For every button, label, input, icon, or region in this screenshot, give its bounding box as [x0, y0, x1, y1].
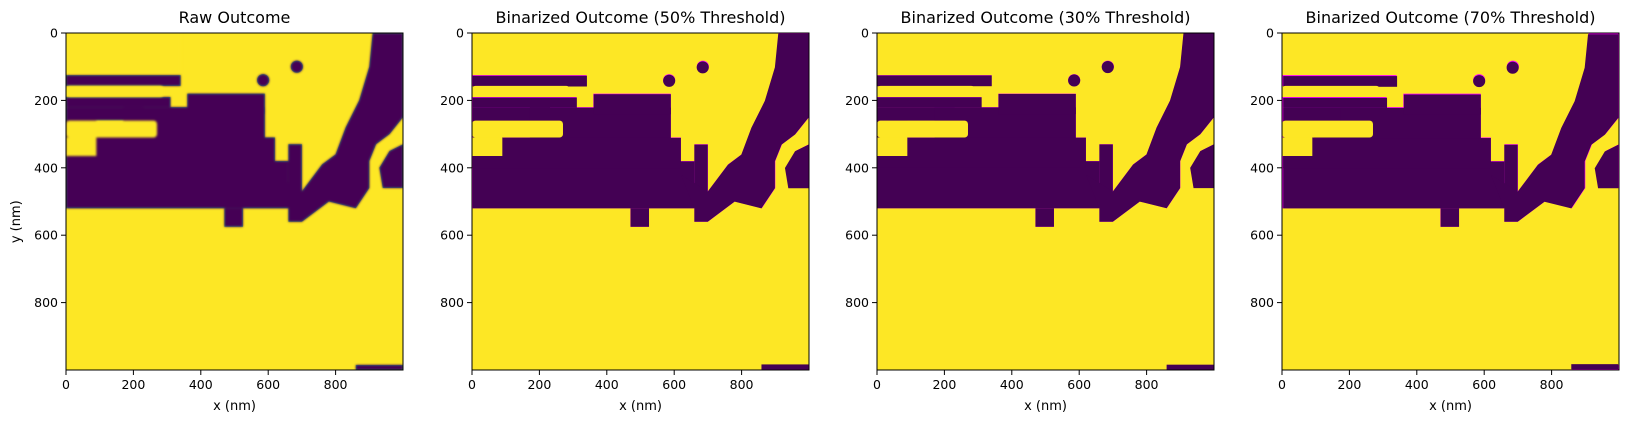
panel-2: Binarized Outcome (50% Threshold) 0 200 400… — [440, 8, 810, 414]
y-tick-label: 800 — [34, 295, 58, 310]
panel-3: Binarized Outcome (30% Threshold) 0 200 400… — [845, 8, 1215, 414]
y-tick-label: 600 — [845, 228, 869, 243]
y-tick-label: 800 — [1250, 295, 1274, 310]
x-tick-label: 0 — [1278, 377, 1286, 392]
x-tick-label: 800 — [1135, 377, 1159, 392]
panel-1: Raw Outcome 0 200 400 600 800 0 200 400 600 800 x (… — [9, 8, 404, 414]
y-tick-label: 200 — [1250, 93, 1274, 108]
panel-title: Binarized Outcome (70% Threshold) — [1306, 8, 1596, 27]
y-tick-label: 600 — [34, 228, 58, 243]
x-axis-label: x (nm) — [619, 399, 662, 414]
x-tick-label: 600 — [1472, 377, 1496, 392]
panel-title: Binarized Outcome (50% Threshold) — [496, 8, 786, 27]
panel-title: Binarized Outcome (30% Threshold) — [901, 8, 1191, 27]
panel-title: Raw Outcome — [179, 8, 291, 27]
axes-frame — [471, 32, 810, 371]
axes-frame — [65, 32, 404, 371]
x-tick-label: 600 — [662, 377, 686, 392]
x-tick-label: 600 — [256, 377, 280, 392]
x-axis-label: x (nm) — [1429, 399, 1472, 414]
x-axis-label: x (nm) — [1024, 399, 1067, 414]
heatmap-image — [877, 33, 1214, 370]
y-tick-label: 200 — [34, 93, 58, 108]
dark-region — [472, 33, 809, 370]
y-tick-label: 0 — [50, 26, 58, 41]
y-tick-label: 400 — [34, 160, 58, 175]
dark-region — [877, 33, 1214, 370]
x-tick-label: 0 — [62, 377, 70, 392]
x-tick-label: 400 — [189, 377, 213, 392]
x-tick-label: 800 — [730, 377, 754, 392]
x-tick-label: 400 — [1000, 377, 1024, 392]
y-tick-label: 200 — [845, 93, 869, 108]
y-tick-label: 400 — [845, 160, 869, 175]
x-tick-label: 200 — [1337, 377, 1361, 392]
y-tick-label: 200 — [440, 93, 464, 108]
y-tick-label: 400 — [1250, 160, 1274, 175]
x-tick-label: 200 — [527, 377, 551, 392]
x-tick-label: 400 — [595, 377, 619, 392]
y-tick-label: 800 — [845, 295, 869, 310]
y-tick-label: 0 — [861, 26, 869, 41]
heatmap-image — [472, 33, 809, 370]
y-tick-label: 600 — [440, 228, 464, 243]
x-tick-label: 800 — [1540, 377, 1564, 392]
axes-frame — [876, 32, 1215, 371]
x-tick-label: 600 — [1067, 377, 1091, 392]
x-axis-label: x (nm) — [213, 399, 256, 414]
y-axis-label: y (nm) — [9, 200, 24, 243]
x-tick-label: 0 — [468, 377, 476, 392]
x-tick-label: 200 — [121, 377, 145, 392]
panel-4: Binarized Outcome (70% Threshold) 0 200 400… — [1250, 8, 1620, 414]
x-tick-label: 0 — [873, 377, 881, 392]
heatmap-image — [1282, 33, 1619, 370]
y-tick-label: 600 — [1250, 228, 1274, 243]
x-tick-label: 200 — [932, 377, 956, 392]
axes-frame — [1281, 32, 1620, 371]
y-tick-label: 800 — [440, 295, 464, 310]
y-tick-label: 0 — [456, 26, 464, 41]
heatmap-image — [66, 33, 403, 370]
y-tick-label: 400 — [440, 160, 464, 175]
y-tick-label: 0 — [1266, 26, 1274, 41]
x-tick-label: 800 — [324, 377, 348, 392]
x-tick-label: 400 — [1405, 377, 1429, 392]
